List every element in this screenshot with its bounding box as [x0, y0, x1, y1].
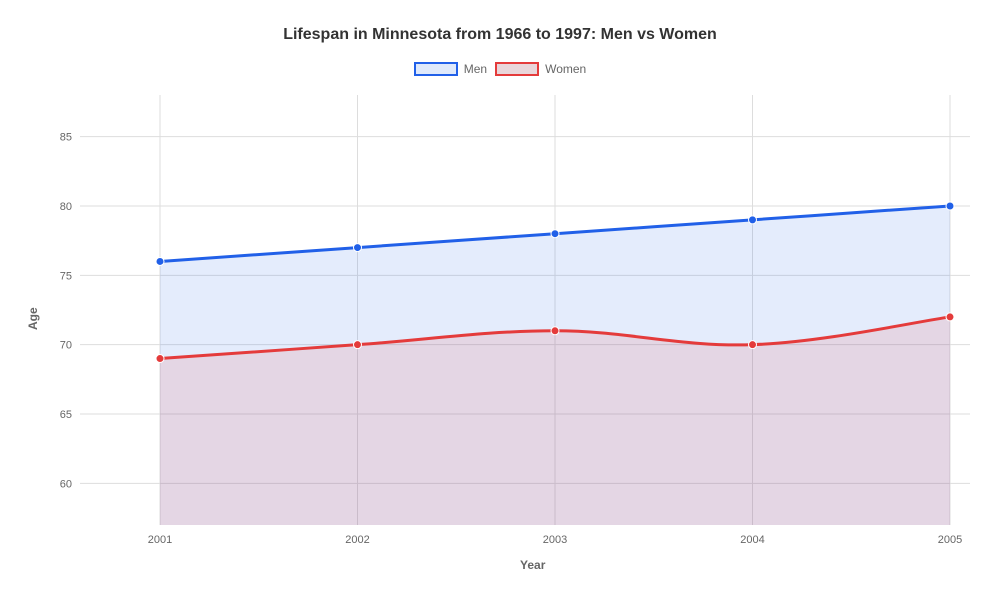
y-tick-label: 85: [60, 132, 72, 144]
data-point: [354, 341, 362, 349]
legend-label-women: Women: [545, 62, 586, 76]
legend-item-women: Women: [495, 62, 586, 76]
chart-title: Lifespan in Minnesota from 1966 to 1997:…: [0, 26, 1000, 44]
y-tick-label: 60: [60, 478, 72, 490]
x-tick-label: 2002: [345, 534, 369, 546]
data-point: [946, 313, 954, 321]
lifespan-chart: Lifespan in Minnesota from 1966 to 1997:…: [0, 0, 1000, 600]
data-point: [749, 216, 757, 224]
chart-legend: Men Women: [0, 62, 1000, 76]
y-tick-label: 70: [60, 340, 72, 352]
plot-area: 60657075808520012002200320042005: [80, 95, 970, 555]
data-point: [156, 257, 164, 265]
legend-item-men: Men: [414, 62, 487, 76]
y-tick-label: 75: [60, 270, 72, 282]
data-point: [156, 355, 164, 363]
y-axis-label: Age: [26, 307, 40, 330]
x-tick-label: 2005: [938, 534, 962, 546]
y-tick-label: 80: [60, 201, 72, 213]
legend-label-men: Men: [464, 62, 487, 76]
data-point: [354, 244, 362, 252]
x-tick-label: 2003: [543, 534, 567, 546]
data-point: [551, 327, 559, 335]
data-point: [946, 202, 954, 210]
y-tick-label: 65: [60, 409, 72, 421]
data-point: [749, 341, 757, 349]
x-tick-label: 2004: [740, 534, 764, 546]
x-tick-label: 2001: [148, 534, 172, 546]
legend-swatch-women: [495, 62, 539, 76]
legend-swatch-men: [414, 62, 458, 76]
data-point: [551, 230, 559, 238]
x-axis-label: Year: [520, 558, 545, 572]
